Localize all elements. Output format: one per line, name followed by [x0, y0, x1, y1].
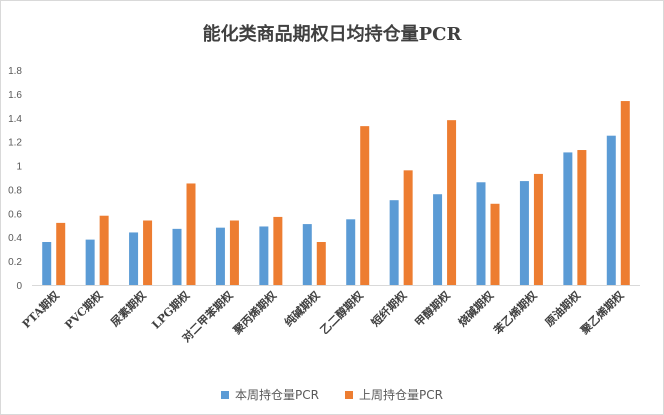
x-category-label: PVC期权 — [62, 288, 106, 332]
y-tick-label: 1 — [16, 162, 22, 173]
bar-last-week — [186, 183, 196, 285]
x-category-label: 纯碱期权 — [281, 288, 323, 330]
y-tick-label: 1.8 — [8, 66, 22, 77]
y-axis-labels: 0 0.2 0.4 0.6 0.8 1 1.2 1.4 1.6 1.8 — [8, 66, 22, 292]
bar-this-week — [85, 239, 95, 285]
bar-last-week — [577, 150, 587, 285]
legend-item-this-week: 本周持仓量PCR — [221, 386, 319, 403]
x-category-label: 甲醇期权 — [412, 288, 454, 330]
bar-this-week — [433, 194, 443, 285]
bar-this-week — [259, 226, 269, 285]
bar-this-week — [172, 228, 182, 285]
x-category-label: 聚丙烯期权 — [229, 288, 279, 338]
x-category-label: 苯乙烯期权 — [490, 288, 540, 338]
bar-this-week — [389, 200, 399, 285]
y-tick-label: 0.8 — [8, 185, 22, 196]
x-category-label: 尿素期权 — [108, 288, 150, 330]
x-category-label: PTA期权 — [19, 288, 62, 331]
bar-this-week — [606, 135, 616, 285]
bar-this-week — [346, 219, 356, 285]
legend-item-last-week: 上周持仓量PCR — [345, 386, 443, 403]
y-tick-label: 1.2 — [8, 138, 22, 149]
bar-last-week — [99, 215, 109, 285]
legend: 本周持仓量PCR 上周持仓量PCR — [0, 386, 664, 403]
bar-last-week — [403, 170, 413, 285]
x-axis-labels: PTA期权 PVC期权 尿素期权 LPG期权对二甲苯期权聚丙烯期权 纯碱期权乙二醇期权短… — [19, 288, 627, 345]
bar-last-week — [273, 216, 283, 285]
legend-label-this-week: 本周持仓量PCR — [235, 388, 319, 402]
bar-last-week — [143, 220, 153, 285]
y-tick-label: 0.6 — [8, 209, 22, 220]
chart-title: 能化类商品期权日均持仓量PCR — [202, 24, 462, 45]
y-tick-label: 0 — [16, 281, 22, 292]
x-category-label: 烧碱期权 — [455, 288, 497, 330]
x-category-label: LPG期权 — [149, 288, 193, 332]
x-category-label: 短纤期权 — [368, 288, 410, 330]
y-tick-label: 0.4 — [8, 233, 22, 244]
bar-this-week — [42, 242, 52, 285]
x-category-label: 乙二醇期权 — [317, 288, 366, 337]
bar-this-week — [215, 227, 225, 285]
y-tick-label: 0.2 — [8, 257, 22, 268]
bar-this-week — [519, 181, 529, 285]
bar-this-week — [476, 182, 486, 285]
bar-last-week — [56, 222, 66, 285]
x-category-label: 原油期权 — [542, 288, 584, 330]
bar-last-week — [620, 101, 630, 285]
bars — [42, 101, 630, 286]
bar-last-week — [533, 173, 543, 285]
bar-last-week — [229, 220, 239, 285]
y-tick-label: 1.6 — [8, 90, 22, 101]
bar-last-week — [316, 242, 326, 285]
x-category-label: 聚乙烯期权 — [577, 288, 627, 338]
legend-swatch-this-week — [221, 390, 230, 399]
legend-swatch-last-week — [345, 390, 353, 399]
bar-last-week — [360, 126, 370, 285]
bar-last-week — [447, 120, 457, 286]
bar-last-week — [490, 203, 500, 285]
bar-this-week — [129, 232, 139, 285]
bar-this-week — [563, 152, 573, 285]
legend-label-last-week: 上周持仓量PCR — [359, 388, 443, 402]
y-tick-label: 1.4 — [8, 114, 22, 125]
bar-this-week — [302, 224, 312, 285]
